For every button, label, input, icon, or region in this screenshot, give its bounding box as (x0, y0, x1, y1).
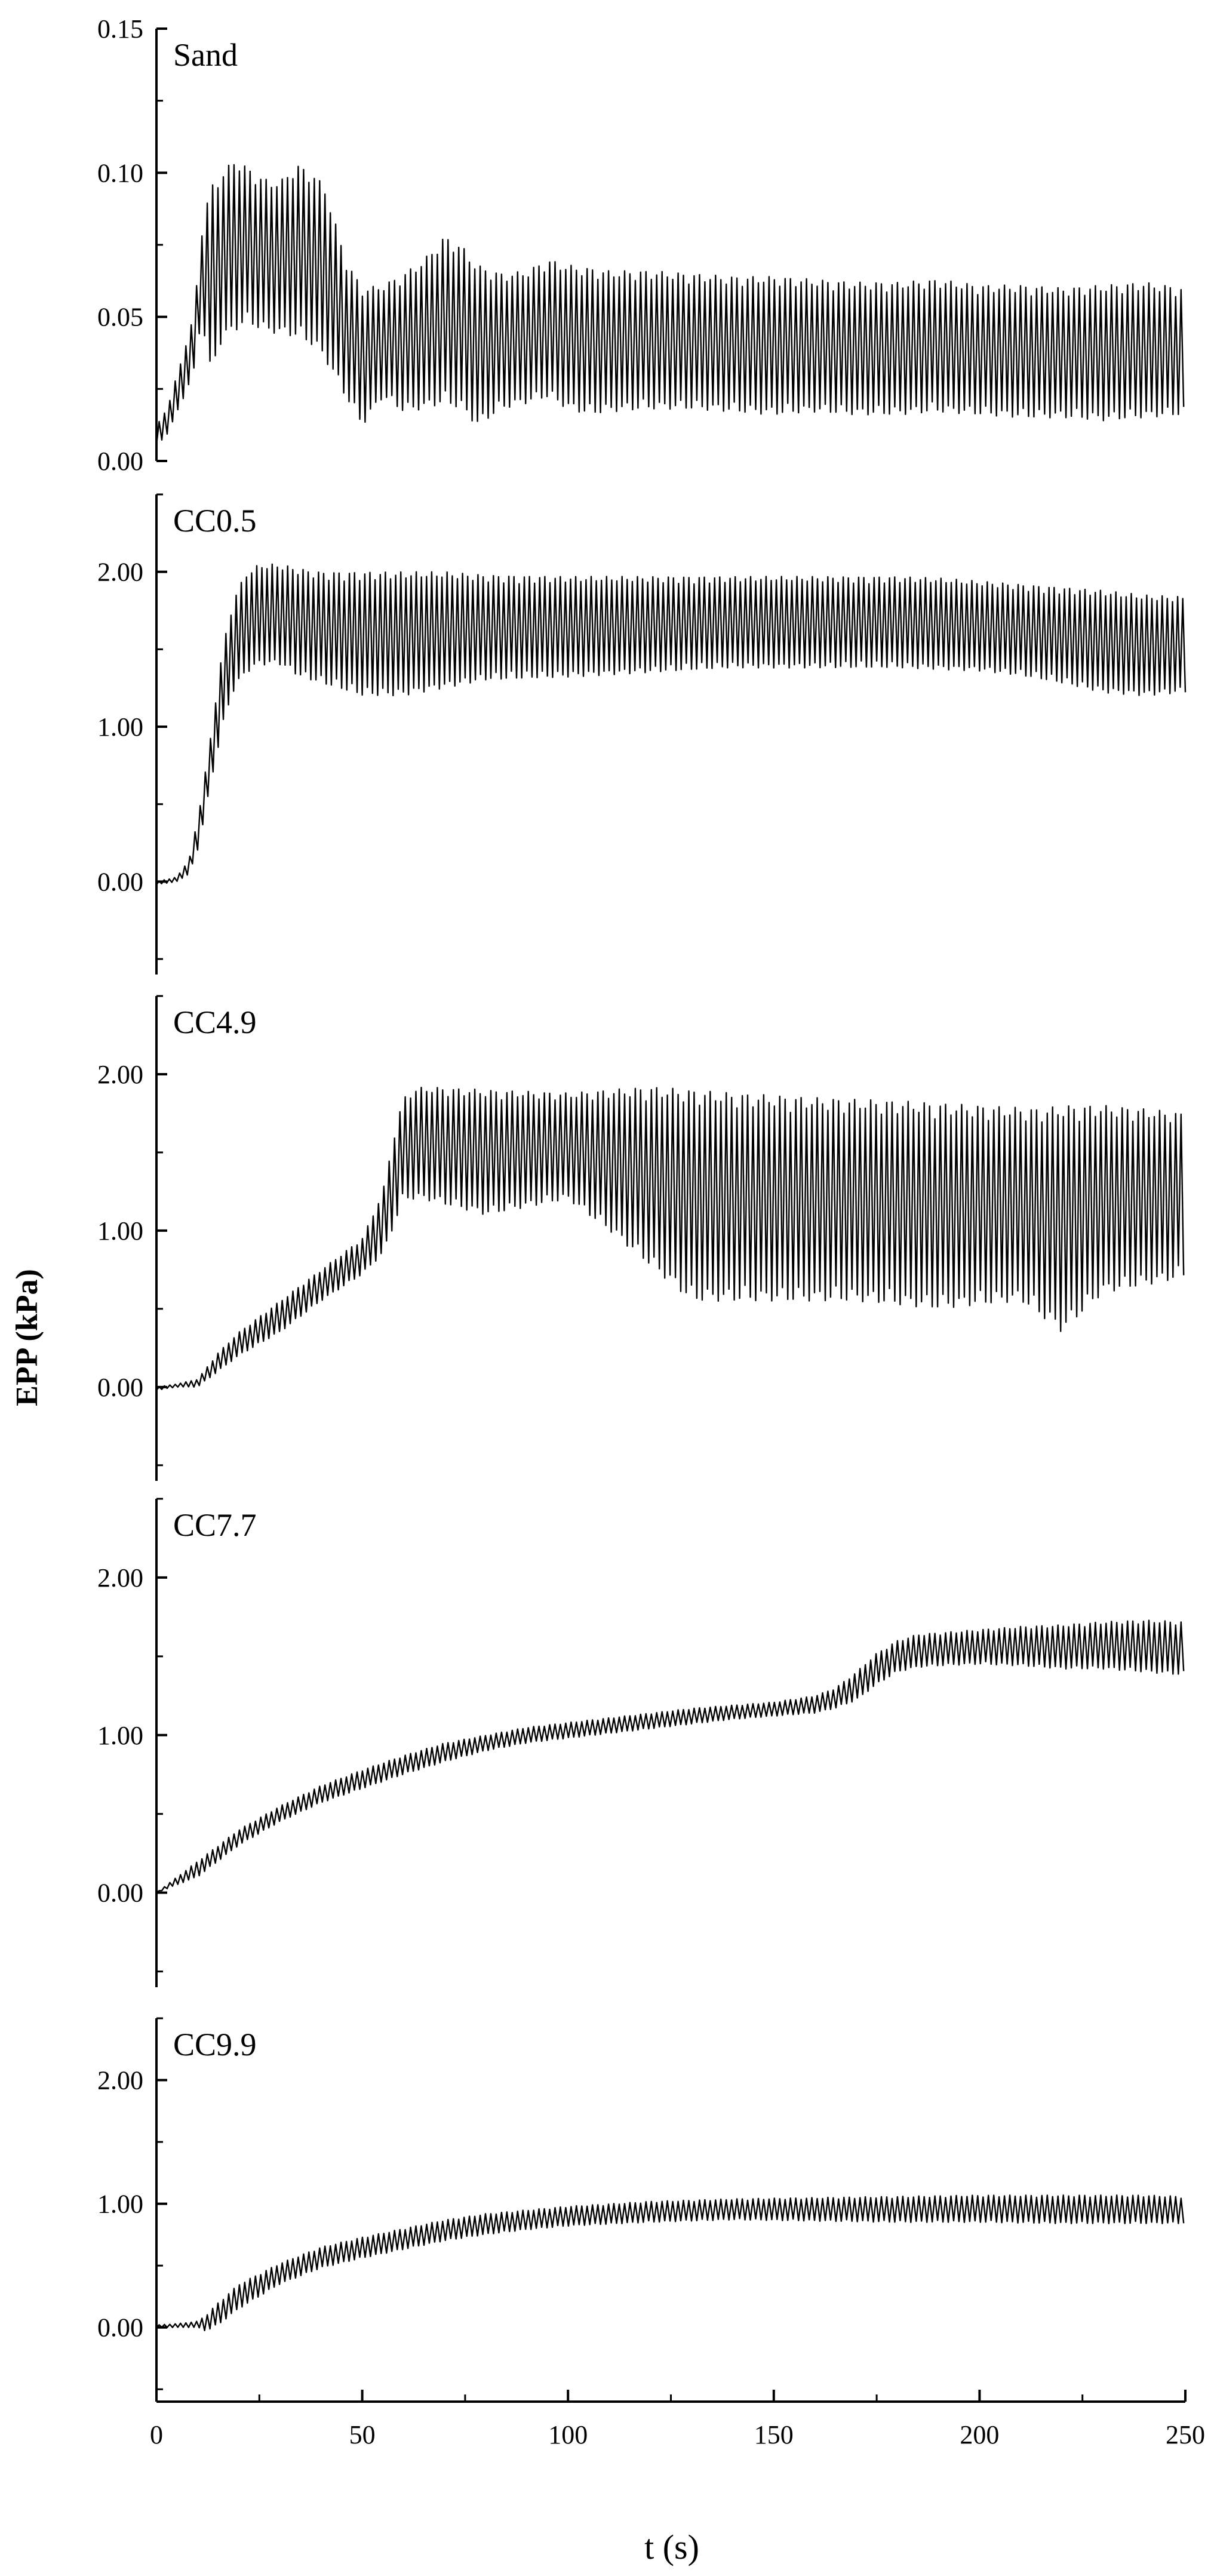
panel-label: CC0.5 (173, 503, 257, 539)
epp-trace-line (156, 563, 1187, 886)
epp-trace-line (156, 1619, 1185, 1893)
x-tick-label: 200 (960, 2420, 999, 2449)
y-tick-label: 2.00 (97, 1060, 143, 1089)
y-tick-label: 1.00 (97, 2190, 143, 2219)
panel-label: Sand (173, 37, 238, 73)
y-tick-label: 1.00 (97, 1721, 143, 1750)
envelope-lower (156, 665, 1185, 884)
panel-label: CC9.9 (173, 2027, 257, 2062)
y-tick-label: 2.00 (97, 2066, 143, 2095)
envelope-lower (156, 1664, 1185, 1893)
x-tick-label: 150 (754, 2420, 794, 2449)
panel-cc0-5: 0.00 1.00 2.00 CC0.5 (97, 493, 1187, 975)
panel-cc4-9: 0.00 1.00 2.00 CC4.9 (97, 995, 1185, 1481)
y-axis-title: EPP (kPa) (10, 1269, 44, 1406)
epp-trace-line (156, 1086, 1185, 1391)
panel-sand: 0.00 0.05 0.10 0.15 Sand (97, 14, 1185, 476)
y-tick-label: 0.00 (97, 447, 143, 476)
panel-label: CC7.7 (173, 1507, 257, 1543)
panel-cc7-7: 0.00 1.00 2.00 CC7.7 (97, 1498, 1185, 1987)
x-tick-label: 50 (349, 2420, 376, 2449)
y-tick-label: 0.05 (97, 303, 143, 332)
x-tick-label: 250 (1166, 2420, 1205, 2449)
y-tick-label: 2.00 (97, 1563, 143, 1593)
y-tick-label: 0.00 (97, 867, 143, 896)
panels: 0.000.050.100.15Sand0.001.002.00CC0.50.0… (97, 14, 1187, 2402)
envelope-upper (156, 1620, 1185, 1893)
epp-trace-line (156, 2194, 1185, 2332)
y-tick-label: 1.00 (97, 1216, 143, 1246)
y-tick-label: 2.00 (97, 558, 143, 587)
x-tick-label: 0 (150, 2420, 163, 2449)
panel-cc9-9: 0.00 1.00 2.00 CC9.9 (97, 2017, 1185, 2402)
envelope-upper (156, 564, 1185, 882)
epp-trace-line (155, 164, 1185, 445)
envelope-lower (156, 2220, 1185, 2331)
y-tick-label: 1.00 (97, 712, 143, 742)
y-tick-label: 0.15 (97, 14, 143, 44)
panel-label: CC4.9 (173, 1004, 257, 1040)
y-tick-label: 0.10 (97, 158, 143, 187)
y-tick-label: 0.00 (97, 1879, 143, 1908)
y-tick-label: 0.00 (97, 2313, 143, 2343)
y-tick-label: 0.00 (97, 1373, 143, 1402)
x-axis-title: t (s) (644, 2528, 699, 2566)
x-axis: 0 50 100 150 200 250 (150, 2390, 1205, 2449)
x-tick-label: 100 (548, 2420, 588, 2449)
